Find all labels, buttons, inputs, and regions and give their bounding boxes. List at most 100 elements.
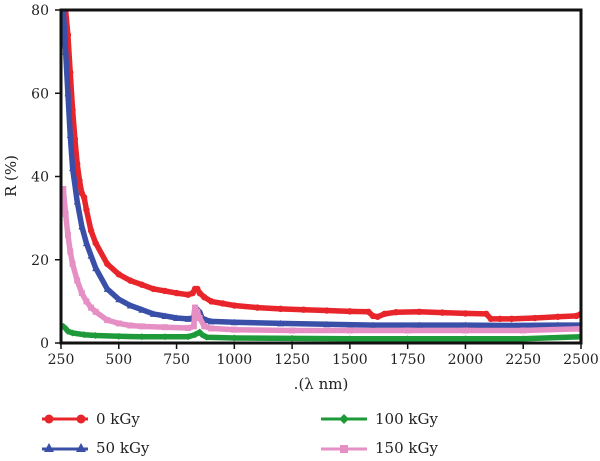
data-point — [520, 327, 527, 334]
data-point — [201, 294, 208, 301]
series-line — [61, 10, 581, 329]
data-point — [92, 308, 99, 315]
legend-label-50kgy: 50 kGy — [96, 439, 150, 457]
data-point — [115, 332, 123, 340]
legend-swatch-100kgy — [321, 414, 367, 424]
data-point — [80, 331, 88, 339]
data-point — [138, 306, 146, 313]
legend-swatch-50kgy — [42, 443, 88, 452]
data-point — [127, 277, 134, 284]
x-tick-label: 750 — [163, 352, 190, 368]
legend-item-100kgy: 100 kGy — [319, 408, 438, 430]
data-point — [496, 315, 504, 323]
data-point — [230, 318, 238, 326]
legend-label-100kgy: 100 kGy — [375, 410, 438, 428]
series-50-kgy — [61, 10, 581, 329]
data-point — [508, 315, 515, 323]
data-point — [381, 310, 388, 318]
data-point — [150, 285, 157, 293]
data-point — [92, 264, 100, 272]
data-point — [192, 304, 199, 311]
data-point — [346, 308, 354, 315]
chart: 250 500 750 1000 1250 1500 1750 2000 2250 2500 0 20… — [2, 3, 599, 393]
legend-item-50kgy: 50 kGy — [40, 437, 149, 459]
data-point — [483, 310, 490, 318]
data-point — [201, 323, 208, 330]
data-point — [64, 231, 71, 238]
data-point — [69, 164, 77, 172]
y-tick-label: 0 — [40, 336, 49, 352]
legend-swatch-150kgy — [321, 445, 367, 453]
y-tick-label: 40 — [31, 170, 49, 186]
data-point — [173, 314, 181, 322]
data-point — [230, 334, 238, 342]
legend-label-0kgy: 0 kGy — [96, 410, 140, 428]
data-point — [73, 160, 81, 168]
y-tick-label: 20 — [31, 253, 49, 269]
data-point — [61, 185, 67, 192]
data-point — [203, 316, 211, 324]
data-point — [346, 335, 354, 343]
data-point — [83, 206, 90, 213]
data-point — [207, 317, 215, 325]
y-tick-label: 60 — [31, 86, 49, 102]
data-point — [78, 222, 86, 230]
data-point — [184, 315, 192, 322]
plot-frame — [59, 8, 583, 345]
data-point — [323, 307, 330, 314]
data-point — [92, 239, 99, 247]
series-100-kgy — [61, 322, 581, 343]
y-axis-label: R (%) — [2, 155, 20, 197]
data-point — [138, 333, 146, 341]
data-point — [80, 194, 88, 201]
data-point — [66, 131, 74, 138]
data-point — [374, 313, 381, 320]
data-point — [184, 333, 192, 341]
data-point — [104, 317, 111, 324]
data-point — [404, 327, 411, 334]
data-point — [300, 306, 307, 313]
data-point — [115, 295, 123, 303]
x-tick-label: 1000 — [217, 352, 253, 368]
data-point — [462, 310, 469, 317]
data-point — [194, 308, 201, 315]
data-point — [461, 321, 469, 329]
data-point — [83, 298, 90, 305]
data-point — [289, 327, 296, 334]
data-point — [462, 327, 469, 334]
data-point — [161, 312, 169, 319]
data-point — [126, 302, 134, 309]
data-point — [67, 248, 74, 255]
data-point — [392, 308, 400, 316]
data-point — [254, 304, 261, 311]
data-point — [185, 325, 192, 332]
data-point — [208, 325, 215, 332]
x-tick-label: 250 — [48, 352, 75, 368]
data-point — [62, 210, 69, 217]
data-point — [346, 327, 353, 334]
data-point — [439, 309, 446, 316]
data-point — [76, 177, 83, 184]
data-point — [127, 322, 134, 329]
data-point — [196, 289, 203, 297]
data-point — [365, 308, 372, 315]
data-point — [203, 333, 211, 341]
data-point — [69, 260, 76, 267]
data-point — [149, 310, 157, 317]
data-point — [115, 320, 122, 327]
data-point — [461, 335, 469, 343]
series-layer — [61, 10, 581, 343]
series-line — [62, 10, 581, 322]
x-tick-label: 1250 — [274, 352, 310, 368]
data-point — [554, 313, 562, 320]
y-tick-label: 80 — [31, 3, 49, 19]
data-point — [162, 324, 168, 331]
x-tick-label: 2000 — [448, 352, 484, 368]
data-point — [554, 321, 562, 329]
data-point — [277, 305, 284, 313]
data-point — [62, 48, 70, 55]
data-point — [323, 320, 331, 328]
data-point — [161, 287, 169, 295]
data-point — [103, 285, 111, 292]
data-point — [277, 319, 285, 327]
